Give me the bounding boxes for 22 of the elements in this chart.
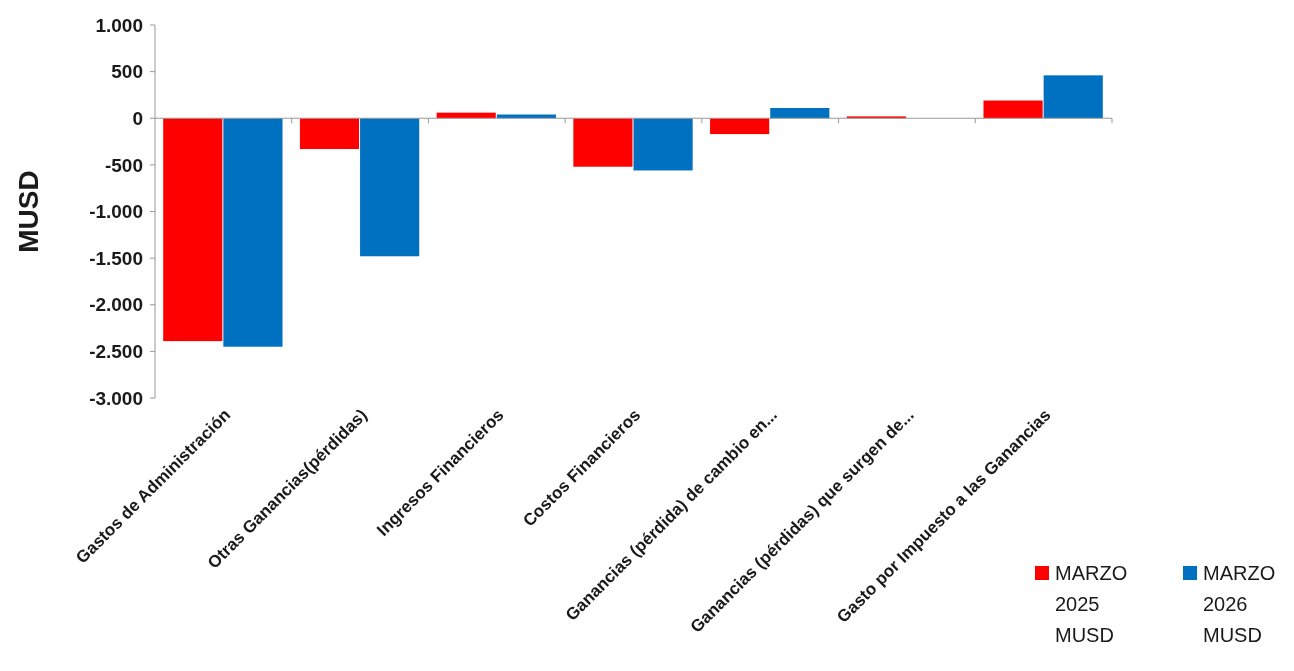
- y-tick-label: -3.000: [89, 387, 143, 409]
- y-tick-label: 1.000: [95, 14, 143, 36]
- legend-label: MARZO 2026 MUSD: [1203, 562, 1276, 646]
- y-tick-label: -1.000: [89, 201, 143, 223]
- bar: [573, 118, 633, 167]
- legend-label: MARZO 2025 MUSD: [1055, 562, 1128, 646]
- bar: [770, 107, 830, 119]
- bar: [360, 118, 420, 257]
- y-axis-title: MUSD: [13, 170, 44, 253]
- bar: [633, 118, 693, 171]
- bar: [1043, 75, 1103, 119]
- y-tick-label: -500: [104, 154, 143, 176]
- bar: [710, 118, 770, 135]
- y-tick-label: -2.500: [89, 341, 143, 363]
- bar: [983, 100, 1043, 119]
- y-tick-label: 500: [111, 61, 143, 83]
- y-tick-label: -1.500: [89, 247, 143, 269]
- y-tick-label: 0: [132, 107, 143, 129]
- y-tick-label: -2.000: [89, 294, 143, 316]
- bar: [163, 118, 223, 342]
- bar: [299, 118, 360, 150]
- bar: [223, 118, 283, 347]
